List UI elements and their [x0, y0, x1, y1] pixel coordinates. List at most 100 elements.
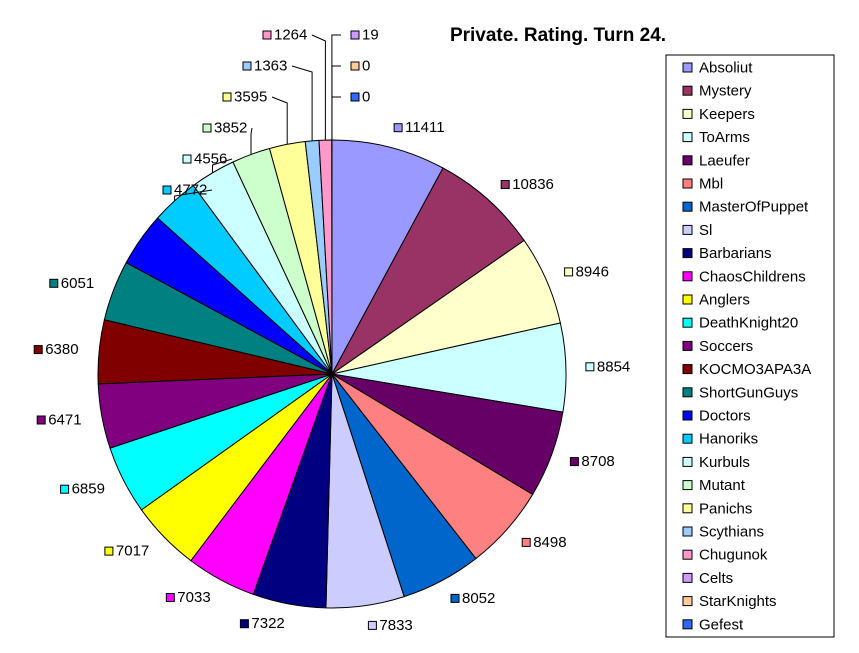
- data-label-swatch-10: [105, 547, 113, 555]
- legend-label-16: Hanoriks: [699, 431, 758, 448]
- data-label-23: 0: [351, 58, 370, 75]
- data-label-text-7: 7833: [379, 617, 412, 634]
- legend-swatch-14: [683, 388, 692, 397]
- data-label-text-11: 6859: [72, 481, 105, 498]
- leader-line-18: [251, 128, 252, 155]
- legend-item-14: ShortGunGuys: [683, 384, 798, 401]
- data-label-swatch-4: [570, 458, 578, 466]
- data-label-swatch-7: [368, 621, 376, 629]
- data-label-text-5: 8498: [533, 534, 566, 551]
- data-label-swatch-17: [183, 155, 191, 163]
- legend-label-19: Panichs: [699, 500, 752, 517]
- legend-swatch-4: [683, 156, 692, 165]
- data-label-7: 7833: [368, 617, 412, 634]
- data-label-swatch-20: [243, 62, 251, 70]
- legend-swatch-13: [683, 365, 692, 374]
- legend-label-23: StarKnights: [699, 593, 777, 610]
- legend-swatch-23: [683, 597, 692, 606]
- data-label-text-22: 19: [362, 27, 379, 44]
- data-label-swatch-19: [223, 93, 231, 101]
- data-label-19: 3595: [223, 89, 267, 106]
- data-label-16: 4772: [163, 182, 207, 199]
- data-label-text-21: 1264: [274, 27, 307, 44]
- data-label-swatch-1: [501, 181, 509, 189]
- legend-item-11: DeathKnight20: [683, 315, 798, 332]
- legend-swatch-16: [683, 434, 692, 443]
- legend-label-15: Doctors: [699, 408, 751, 425]
- data-label-swatch-3: [586, 363, 594, 371]
- legend-swatch-2: [683, 109, 692, 118]
- legend-swatch-22: [683, 573, 692, 582]
- leader-line-22: [332, 35, 341, 140]
- legend-label-13: KOCMO3APA3A: [699, 361, 811, 378]
- legend-item-9: ChaosChildrens: [683, 268, 806, 285]
- data-label-swatch-18: [203, 124, 211, 132]
- legend-swatch-11: [683, 318, 692, 327]
- legend-label-22: Celts: [699, 570, 733, 587]
- data-label-text-8: 7322: [251, 615, 284, 632]
- data-label-swatch-8: [240, 620, 248, 628]
- legend-label-5: Mbl: [699, 176, 723, 193]
- legend-swatch-24: [683, 620, 692, 629]
- data-label-swatch-11: [61, 485, 69, 493]
- legend-label-4: Laeufer: [699, 152, 750, 169]
- legend-label-21: Chugunok: [699, 547, 768, 564]
- legend-label-7: Sl: [699, 222, 712, 239]
- data-label-text-10: 7017: [116, 543, 149, 560]
- legend-label-18: Mutant: [699, 477, 746, 494]
- legend-label-8: Barbarians: [699, 245, 772, 262]
- legend-swatch-20: [683, 527, 692, 536]
- data-label-swatch-14: [50, 279, 58, 287]
- leader-line-23: [332, 66, 341, 140]
- data-label-8: 7322: [240, 615, 284, 632]
- legend: AbsoliutMysteryKeepersToArmsLaeuferMblMa…: [666, 55, 834, 637]
- data-label-swatch-12: [37, 416, 45, 424]
- data-label-text-13: 6380: [45, 341, 78, 358]
- data-label-text-9: 7033: [177, 589, 210, 606]
- legend-swatch-12: [683, 341, 692, 350]
- legend-swatch-9: [683, 272, 692, 281]
- data-label-text-20: 1363: [254, 58, 287, 75]
- data-label-swatch-22: [351, 31, 359, 39]
- legend-item-6: MasterOfPuppet: [683, 199, 809, 216]
- legend-swatch-8: [683, 249, 692, 258]
- data-label-text-1: 10836: [512, 176, 554, 193]
- data-label-swatch-9: [166, 594, 174, 602]
- legend-swatch-18: [683, 481, 692, 490]
- legend-swatch-21: [683, 550, 692, 559]
- legend-label-17: Kurbuls: [699, 454, 750, 471]
- legend-label-20: Scythians: [699, 524, 764, 541]
- data-label-text-19: 3595: [234, 89, 267, 106]
- legend-label-6: MasterOfPuppet: [699, 199, 809, 216]
- legend-label-12: Soccers: [699, 338, 753, 355]
- data-label-6: 8052: [451, 590, 495, 607]
- pie-slices: [98, 140, 566, 608]
- legend-swatch-19: [683, 504, 692, 513]
- data-label-2: 8946: [565, 263, 609, 280]
- data-label-swatch-6: [451, 594, 459, 602]
- data-label-text-3: 8854: [597, 358, 630, 375]
- data-label-text-17: 4556: [194, 151, 227, 168]
- legend-label-2: Keepers: [699, 106, 755, 123]
- data-label-swatch-2: [565, 268, 573, 276]
- data-label-21: 1264: [263, 27, 307, 44]
- data-label-text-16: 4772: [174, 182, 207, 199]
- legend-swatch-6: [683, 202, 692, 211]
- data-label-18: 3852: [203, 120, 247, 137]
- data-label-swatch-13: [34, 346, 42, 354]
- data-label-swatch-0: [394, 124, 402, 132]
- data-label-3: 8854: [586, 358, 630, 375]
- leader-line-21: [312, 35, 325, 140]
- legend-swatch-0: [683, 63, 692, 72]
- data-label-swatch-24: [351, 93, 359, 101]
- data-label-0: 11411: [394, 119, 445, 136]
- data-label-swatch-16: [163, 186, 171, 194]
- legend-label-10: Anglers: [699, 292, 750, 309]
- data-label-24: 0: [351, 89, 370, 106]
- data-label-17: 4556: [183, 151, 227, 168]
- data-label-swatch-5: [522, 538, 530, 546]
- legend-swatch-15: [683, 411, 692, 420]
- data-label-text-14: 6051: [61, 275, 94, 292]
- data-label-11: 6859: [61, 481, 105, 498]
